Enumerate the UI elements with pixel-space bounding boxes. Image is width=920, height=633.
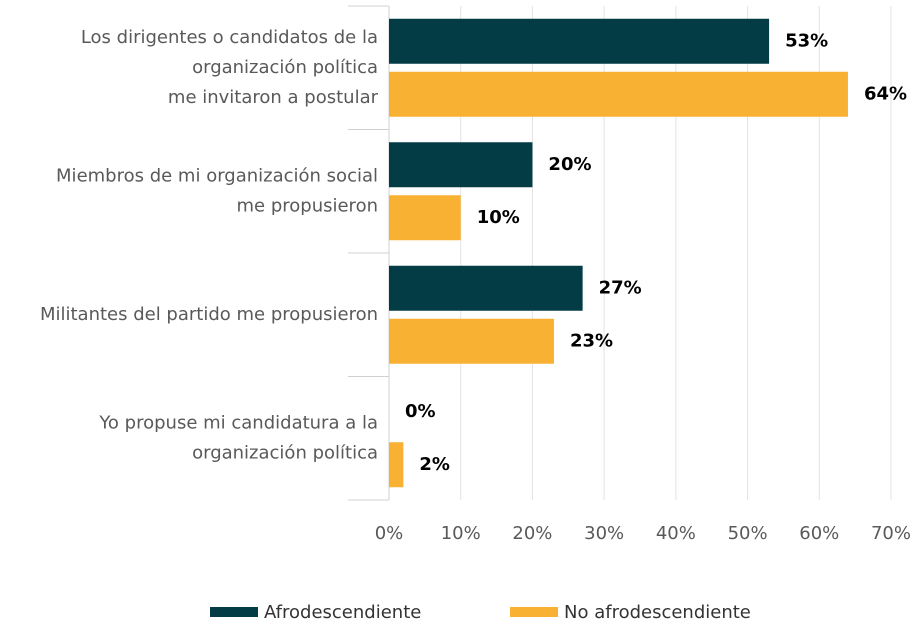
x-tick-label: 50% — [728, 523, 768, 544]
category-label: Yo propuse mi candidatura a la — [98, 412, 378, 433]
category-label: me propusieron — [237, 195, 379, 216]
bar — [389, 18, 770, 64]
bar — [389, 265, 583, 311]
x-tick-label: 20% — [512, 523, 552, 544]
legend-swatch — [210, 607, 258, 617]
category-label: Miembros de mi organización social — [56, 165, 378, 186]
value-label: 27% — [599, 277, 642, 298]
value-label: 20% — [548, 154, 591, 175]
x-tick-label: 70% — [871, 523, 911, 544]
bar — [389, 142, 533, 188]
x-tick-label: 10% — [441, 523, 481, 544]
value-label: 23% — [570, 330, 613, 351]
value-label: 64% — [864, 83, 907, 104]
x-tick-label: 60% — [799, 523, 839, 544]
value-label: 2% — [419, 454, 450, 475]
x-tick-label: 40% — [656, 523, 696, 544]
value-label: 10% — [477, 207, 520, 228]
bar — [389, 318, 554, 364]
category-label: organización política — [192, 57, 378, 78]
category-label: Los dirigentes o candidatos de la — [81, 27, 378, 48]
category-label: me invitaron a postular — [168, 87, 379, 108]
x-tick-label: 30% — [584, 523, 624, 544]
bar — [389, 442, 404, 488]
x-tick-label: 0% — [375, 523, 404, 544]
legend-label: No afrodescendiente — [564, 602, 751, 623]
value-label: 0% — [405, 401, 436, 422]
category-label: Militantes del partido me propusieron — [40, 304, 378, 325]
bar — [389, 195, 461, 241]
bar — [389, 71, 848, 117]
category-label: organización política — [192, 442, 378, 463]
legend-label: Afrodescendiente — [264, 602, 421, 623]
value-label: 53% — [785, 30, 828, 51]
legend-swatch — [510, 607, 558, 617]
